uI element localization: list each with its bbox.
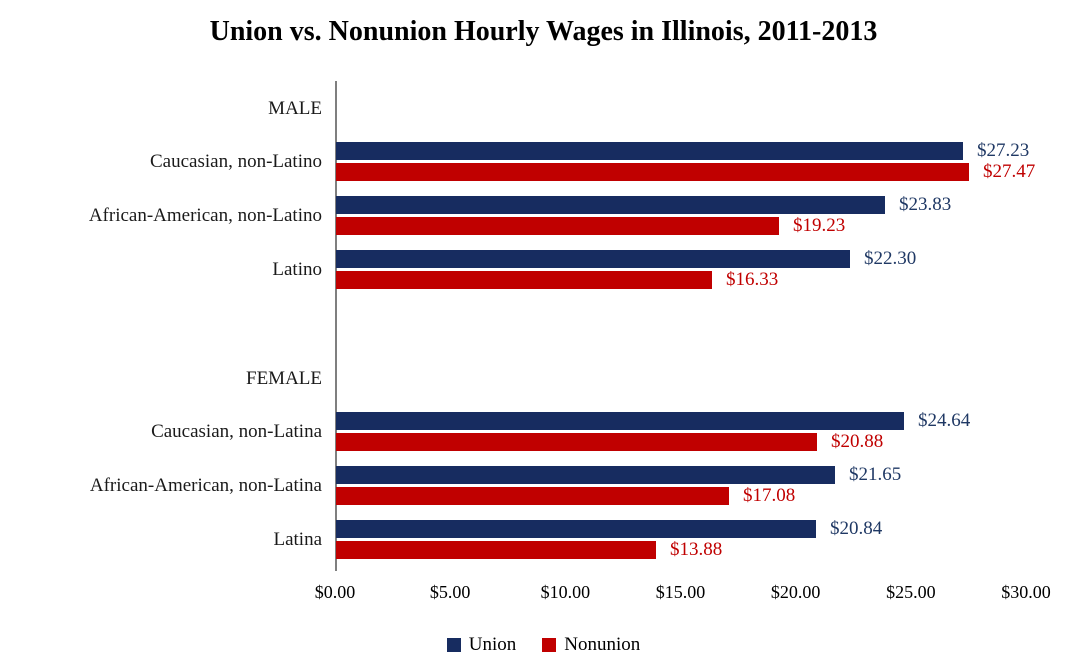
group-header-male: MALE bbox=[268, 98, 322, 119]
nonunion-value-label: $17.08 bbox=[743, 485, 796, 506]
union-value-label: $22.30 bbox=[864, 248, 917, 269]
union-value-label: $24.64 bbox=[918, 410, 971, 431]
legend-item-nonunion: Nonunion bbox=[542, 634, 640, 656]
x-axis-tick: $15.00 bbox=[655, 582, 706, 602]
category-label: Latino bbox=[272, 259, 322, 280]
nonunion-bar bbox=[336, 541, 656, 559]
category-label: African-American, non-Latino bbox=[88, 205, 322, 226]
category-label: African-American, non-Latina bbox=[89, 475, 322, 496]
x-axis-tick: $10.00 bbox=[540, 582, 591, 602]
y-axis-line bbox=[335, 81, 337, 571]
x-axis-tick: $30.00 bbox=[1001, 582, 1051, 602]
x-axis-tick: $5.00 bbox=[429, 582, 471, 602]
nonunion-value-label: $19.23 bbox=[793, 215, 846, 236]
union-bar bbox=[336, 250, 850, 268]
category-label: Latina bbox=[273, 529, 322, 550]
nonunion-bar bbox=[336, 271, 712, 289]
union-bar bbox=[336, 196, 885, 214]
nonunion-bar bbox=[336, 217, 779, 235]
union-bar bbox=[336, 466, 835, 484]
nonunion-bar bbox=[336, 487, 729, 505]
nonunion-value-label: $16.33 bbox=[726, 269, 779, 290]
union-bar bbox=[336, 412, 904, 430]
union-value-label: $20.84 bbox=[830, 518, 883, 539]
union-legend-swatch bbox=[446, 638, 461, 652]
category-label: Caucasian, non-Latino bbox=[149, 151, 322, 172]
nonunion-value-label: $27.47 bbox=[983, 161, 1036, 182]
union-bar bbox=[336, 142, 963, 160]
nonunion-bar bbox=[336, 163, 969, 181]
union-bar bbox=[336, 520, 816, 538]
union-value-label: $21.65 bbox=[849, 464, 902, 485]
chart-title: Union vs. Nonunion Hourly Wages in Illin… bbox=[209, 16, 878, 47]
legend: Union Nonunion bbox=[0, 634, 1087, 656]
x-axis-tick: $0.00 bbox=[314, 582, 356, 602]
nonunion-legend-swatch bbox=[542, 638, 557, 652]
union-value-label: $23.83 bbox=[899, 194, 952, 215]
group-header-female: FEMALE bbox=[246, 368, 322, 389]
nonunion-value-label: $20.88 bbox=[831, 431, 884, 452]
x-axis-tick: $25.00 bbox=[886, 582, 936, 602]
legend-label-nonunion: Nonunion bbox=[564, 634, 641, 655]
category-label: Caucasian, non-Latina bbox=[151, 421, 322, 442]
legend-label-union: Union bbox=[468, 634, 517, 655]
nonunion-bar bbox=[336, 433, 817, 451]
union-value-label: $27.23 bbox=[977, 140, 1030, 161]
nonunion-value-label: $13.88 bbox=[670, 539, 723, 560]
legend-item-union: Union bbox=[446, 634, 517, 656]
x-axis-tick: $20.00 bbox=[770, 582, 821, 602]
